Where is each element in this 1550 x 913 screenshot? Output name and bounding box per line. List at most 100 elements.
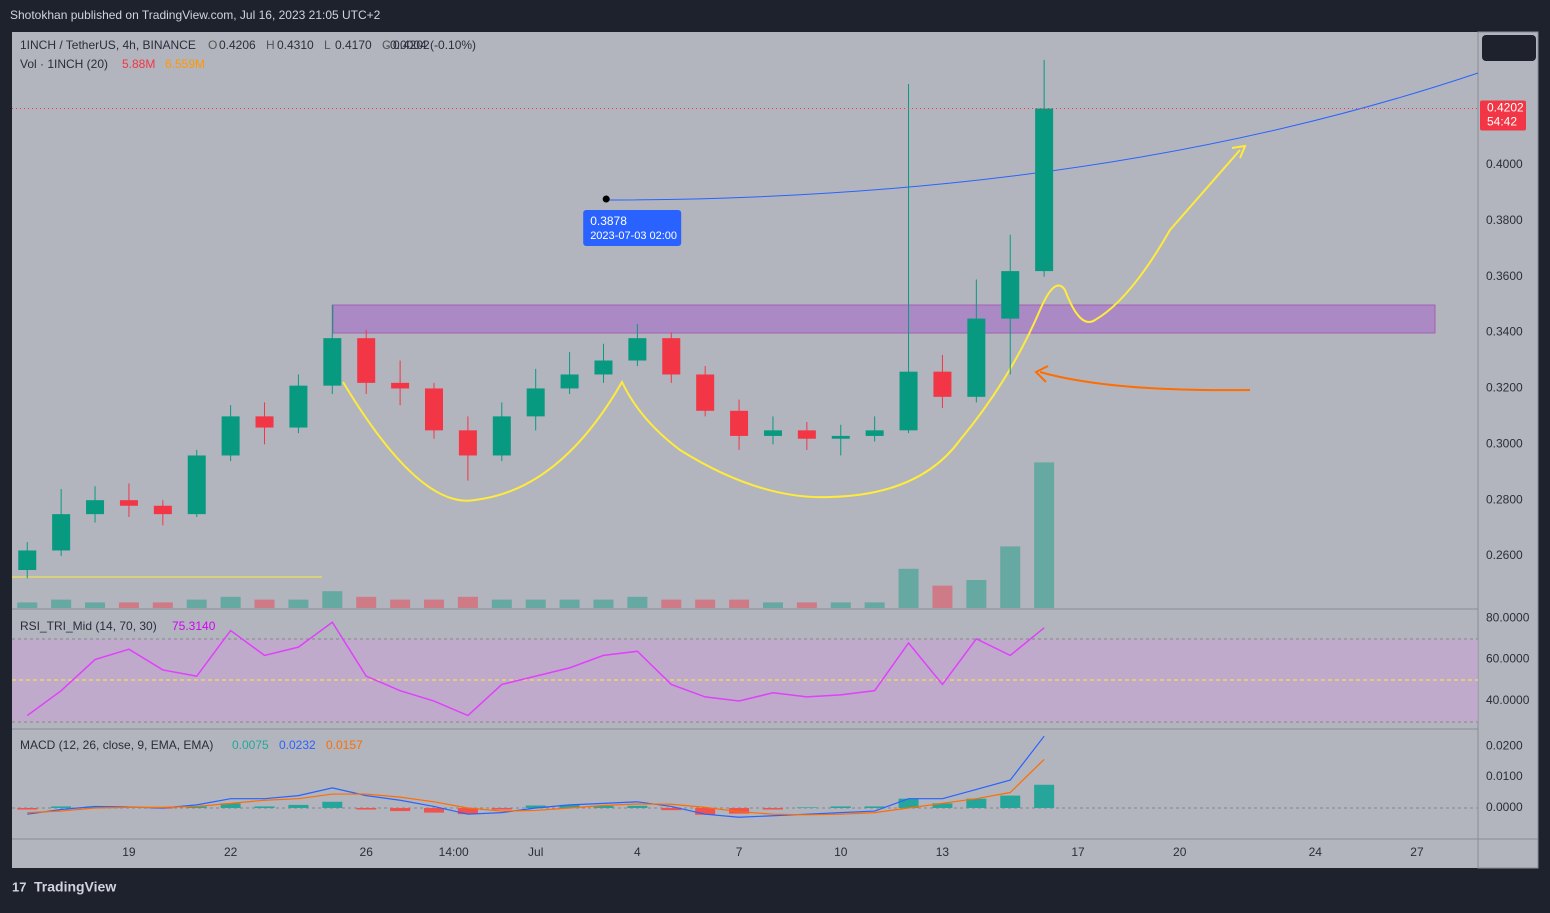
macd-title: MACD (12, 26, close, 9, EMA, EMA) — [20, 738, 213, 752]
x-tick-label: 19 — [122, 845, 136, 859]
volume-bar — [17, 602, 37, 608]
signal-value: 0.0157 — [326, 738, 363, 752]
volume-bar — [899, 569, 919, 608]
resistance-zone — [333, 305, 1435, 333]
histogram-bar — [627, 806, 647, 808]
candle-body — [662, 338, 680, 374]
x-tick-label: 27 — [1410, 845, 1424, 859]
candle-body — [188, 455, 206, 514]
x-tick-label: 13 — [936, 845, 950, 859]
volume-bar — [390, 600, 410, 608]
volume-bar — [729, 600, 749, 608]
volume-bar — [458, 597, 478, 608]
y-tick-label: 60.0000 — [1486, 652, 1530, 666]
volume-bar — [797, 602, 817, 608]
candle-body — [154, 506, 172, 514]
footer-logo: TradingView — [34, 879, 116, 895]
ohlc-value: 0.4202 — [393, 38, 430, 52]
volume-bar — [966, 580, 986, 608]
volume-value: 5.88M — [122, 57, 155, 71]
y-tick-label: 0.3200 — [1486, 381, 1523, 395]
anchor-price: 0.3878 — [590, 214, 627, 228]
candle-body — [86, 500, 104, 514]
candle-body — [493, 416, 511, 455]
y-tick-label: 0.0000 — [1486, 800, 1523, 814]
candle-body — [1035, 109, 1053, 272]
volume-bar — [424, 600, 444, 608]
candle-body — [425, 388, 443, 430]
histogram-bar — [288, 805, 308, 808]
y-tick-label: 0.3000 — [1486, 436, 1523, 450]
y-tick-label: 0.3800 — [1486, 213, 1523, 227]
candle-body — [18, 550, 36, 570]
last-price: 0.4202 — [1487, 101, 1524, 115]
x-tick-label: 20 — [1173, 845, 1187, 859]
logo-icon: 17 — [12, 879, 26, 894]
candle-body — [798, 430, 816, 438]
volume-bar — [1000, 546, 1020, 608]
macd-hist-value: 0.0075 — [232, 738, 269, 752]
volume-bar — [356, 597, 376, 608]
rsi-title: RSI_TRI_Mid (14, 70, 30) — [20, 619, 157, 633]
anchor-date: 2023-07-03 02:00 — [590, 230, 677, 242]
volume-bar — [255, 600, 275, 608]
candle-body — [459, 430, 477, 455]
volume-bar — [526, 600, 546, 608]
x-tick-label: 24 — [1309, 845, 1323, 859]
countdown: 54:42 — [1487, 115, 1517, 129]
x-tick-label: 14:00 — [439, 845, 469, 859]
volume-bar — [1034, 462, 1054, 608]
macd-value: 0.0232 — [279, 738, 316, 752]
histogram-bar — [390, 808, 410, 811]
histogram-bar — [831, 806, 851, 808]
y-tick-label: 40.0000 — [1486, 693, 1530, 707]
volume-bar — [221, 597, 241, 608]
candle-body — [900, 372, 918, 431]
ohlc-value: 0.4170 — [335, 38, 372, 52]
volume-ma: 6.559M — [165, 57, 205, 71]
histogram-bar — [51, 806, 71, 808]
candle-body — [594, 361, 612, 375]
candle-body — [967, 319, 985, 397]
x-tick-label: 4 — [634, 845, 641, 859]
candle-body — [527, 388, 545, 416]
ohlc-value: 0.4310 — [277, 38, 314, 52]
candle-body — [222, 416, 240, 455]
candle-body — [628, 338, 646, 360]
publisher: Shotokhan published on TradingView.com, … — [10, 8, 381, 22]
volume-bar — [85, 602, 105, 608]
ohlc-label: H — [266, 38, 275, 52]
histogram-bar — [1034, 785, 1054, 808]
x-tick-label: 7 — [736, 845, 743, 859]
volume-bar — [831, 602, 851, 608]
volume-bar — [492, 600, 512, 608]
x-tick-label: 26 — [360, 845, 374, 859]
histogram-bar — [356, 808, 376, 810]
x-tick-label: 17 — [1071, 845, 1085, 859]
volume-bar — [288, 600, 308, 608]
candle-body — [52, 514, 70, 550]
volume-bar — [593, 600, 613, 608]
rsi-value: 75.3140 — [172, 619, 216, 633]
candle-body — [1001, 271, 1019, 318]
x-tick-label: 22 — [224, 845, 238, 859]
x-tick-label: Jul — [528, 845, 543, 859]
volume-bar — [695, 600, 715, 608]
histogram-bar — [17, 808, 37, 810]
volume-bar — [932, 586, 952, 608]
candle-body — [120, 500, 138, 506]
histogram-bar — [492, 808, 512, 810]
settings-button[interactable] — [1482, 35, 1536, 61]
histogram-bar — [865, 806, 885, 808]
y-tick-label: 0.3400 — [1486, 325, 1523, 339]
symbol: 1INCH / TetherUS, 4h, BINANCE — [20, 38, 196, 52]
candle-body — [289, 386, 307, 428]
candle-body — [256, 416, 274, 427]
volume-bar — [627, 597, 647, 608]
histogram-bar — [1000, 796, 1020, 808]
candle-body — [764, 430, 782, 436]
candle-body — [866, 430, 884, 436]
candle-body — [696, 374, 714, 410]
volume-bar — [763, 602, 783, 608]
